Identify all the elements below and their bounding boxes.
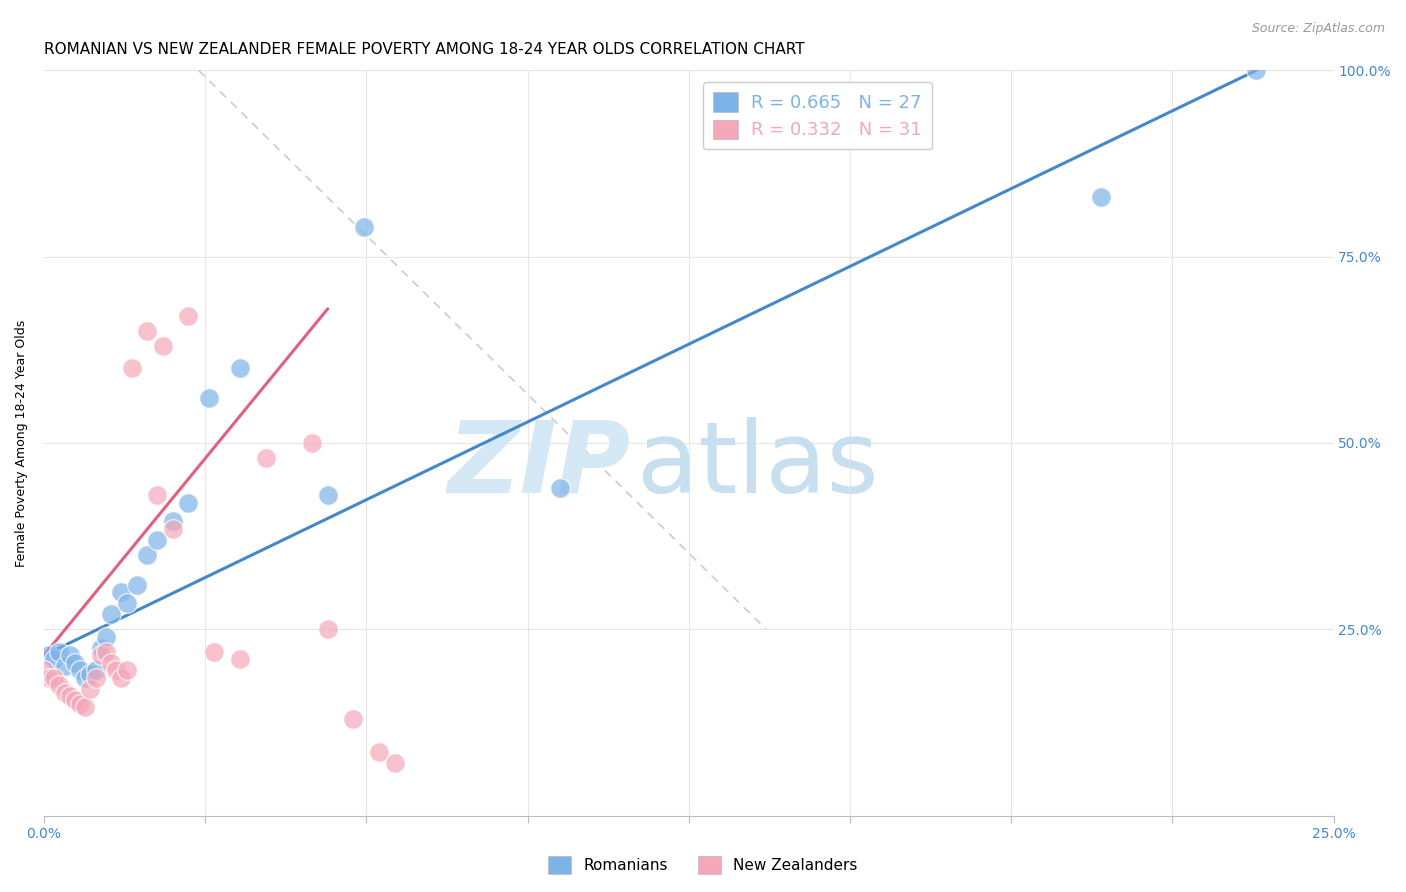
Point [121, 361, 143, 376]
Point [48, 644, 70, 658]
Point [229, 652, 252, 666]
Point [63, 656, 86, 670]
Point [105, 663, 128, 677]
Point [90, 640, 112, 655]
Point [316, 488, 339, 502]
Point [125, 577, 148, 591]
Point [353, 219, 375, 234]
Legend: R = 0.665   N = 27, R = 0.332   N = 31: R = 0.665 N = 27, R = 0.332 N = 31 [703, 82, 932, 149]
Point [110, 585, 132, 599]
Point [316, 622, 339, 636]
Point [152, 339, 174, 353]
Point [69, 697, 91, 711]
Point [100, 607, 122, 622]
Point [79, 667, 101, 681]
Point [177, 495, 200, 509]
Point [136, 548, 159, 562]
Point [53, 685, 76, 699]
Point [63, 693, 86, 707]
Point [342, 712, 364, 726]
Point [198, 391, 221, 405]
Point [84, 671, 107, 685]
Legend: Romanians, New Zealanders: Romanians, New Zealanders [543, 850, 863, 880]
Point [90, 648, 112, 663]
Point [202, 644, 225, 658]
Point [32, 663, 55, 677]
Point [79, 681, 101, 696]
Point [301, 436, 323, 450]
Point [136, 324, 159, 338]
Point [146, 488, 169, 502]
Point [100, 656, 122, 670]
Point [115, 663, 138, 677]
Point [1244, 63, 1267, 78]
Point [115, 596, 138, 610]
Point [75, 700, 97, 714]
Point [94, 644, 117, 658]
Point [59, 690, 82, 704]
Y-axis label: Female Poverty Among 18-24 Year Olds: Female Poverty Among 18-24 Year Olds [15, 319, 28, 566]
Point [229, 361, 252, 376]
Point [84, 663, 107, 677]
Point [38, 648, 60, 663]
Point [548, 481, 571, 495]
Text: ZIP: ZIP [447, 417, 631, 514]
Point [44, 652, 66, 666]
Point [94, 630, 117, 644]
Point [162, 522, 184, 536]
Point [59, 648, 82, 663]
Point [177, 310, 200, 324]
Point [1090, 190, 1112, 204]
Point [368, 745, 391, 759]
Point [53, 659, 76, 673]
Text: ROMANIAN VS NEW ZEALANDER FEMALE POVERTY AMONG 18-24 YEAR OLDS CORRELATION CHART: ROMANIAN VS NEW ZEALANDER FEMALE POVERTY… [44, 42, 804, 57]
Point [48, 678, 70, 692]
Text: Source: ZipAtlas.com: Source: ZipAtlas.com [1251, 22, 1385, 36]
Point [38, 671, 60, 685]
Point [162, 514, 184, 528]
Point [69, 663, 91, 677]
Point [75, 671, 97, 685]
Point [110, 671, 132, 685]
Point [146, 533, 169, 547]
Point [44, 671, 66, 685]
Point [384, 756, 406, 771]
Point [254, 450, 277, 465]
Text: atlas: atlas [637, 417, 879, 514]
